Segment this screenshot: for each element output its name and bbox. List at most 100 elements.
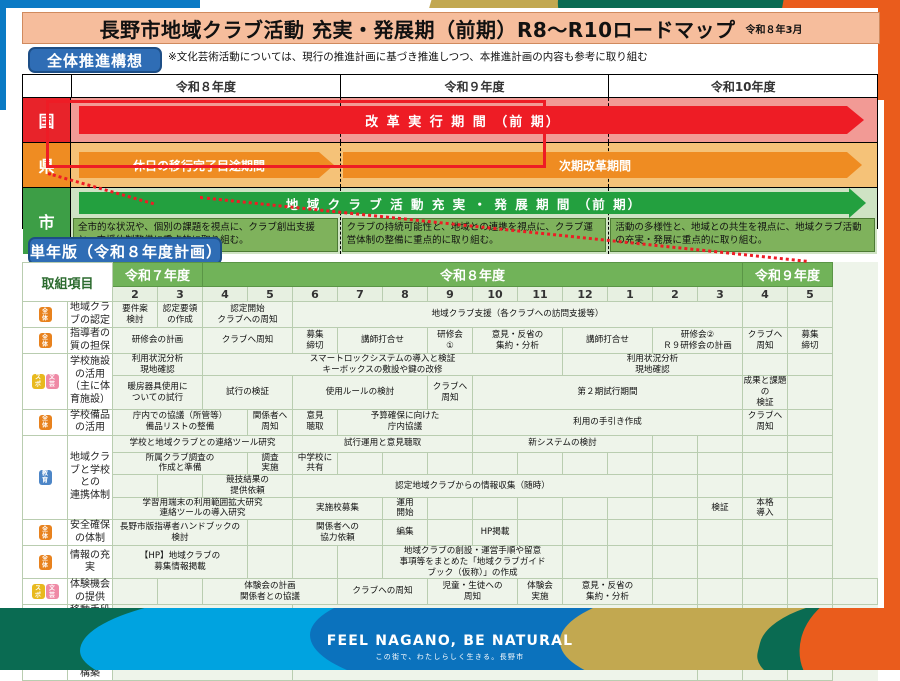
empty-cell <box>787 545 833 580</box>
task-cell: 競技結果の 提供依頼 <box>202 474 293 498</box>
task-cell: 地域クラブの創設・運営手順や留意 事項等をまとめた「地域クラブガイド ブック（仮称）… <box>382 545 563 580</box>
table-row: スポ文芸体験機会の提供 体験会の計画 関係者との協議 クラブへの周知 児童・生徒への 周知… <box>22 578 878 606</box>
empty-cell <box>427 451 473 476</box>
task-cell: 研修会 ① <box>427 327 473 354</box>
bg-shape-orange-right <box>884 0 900 640</box>
task-cell: 使用ルールの検討 <box>292 375 428 410</box>
category-badge-group: 全体 <box>23 333 67 348</box>
header-month-1-5: 9 <box>427 286 473 302</box>
footer-banner <box>0 608 900 670</box>
category-badge-全体: 全体 <box>38 333 52 348</box>
table-head: 取組項目 令和７年度 令和８年度 令和９年度 2 3 4 5 6 7 8 9 10 11 12 1 2 3… <box>22 262 878 302</box>
row-item-label: 学校備品の活用 <box>67 408 113 436</box>
empty-cell <box>652 451 698 476</box>
task-cell: 研修会② Ｒ９研修会の計画 <box>652 327 743 354</box>
table-row: 競技結果の 提供依頼 認定地域クラブからの情報収集（随時） <box>23 474 878 498</box>
timeline-year-r10: 令和10年度 <box>710 79 776 94</box>
empty-cell <box>652 434 698 453</box>
page-title-text: 長野市地域クラブ活動 充実・発展期（前期）R8～R10ロードマップ <box>99 17 736 42</box>
empty-cell <box>742 519 788 547</box>
task-cell: 意見・反省の 集約・分析 <box>562 578 653 606</box>
empty-cell <box>472 451 518 476</box>
empty-cell <box>742 451 788 476</box>
task-cell: 関係者への 協力依頼 <box>292 519 383 547</box>
task-cell: 利用状況分析 現地確認 <box>112 352 203 377</box>
timeline-badge-prefecture: 県 <box>23 143 71 187</box>
empty-cell <box>517 519 563 547</box>
timeline-arrow-national: 改 革 実 行 期 間 （前 期） <box>79 106 847 134</box>
footer-subline: この街で、わたしらしく生きる。長野市 <box>375 653 525 661</box>
empty-cell <box>787 519 833 547</box>
row-item-label: 地域クラブの認定 <box>67 301 113 328</box>
header-month-1-7: 11 <box>517 286 563 302</box>
footer-tagline: FEEL NAGANO, BE NATURAL <box>326 633 574 649</box>
task-cell: 長野市版指導者ハンドブックの 検討 <box>112 519 248 547</box>
task-cell: 成果と課題の 検証 <box>742 375 788 410</box>
category-badge-全体: 全体 <box>38 525 52 541</box>
task-cell: HP掲載 <box>472 519 518 547</box>
empty-cell <box>607 519 653 547</box>
empty-cell <box>562 519 608 547</box>
header-month-1-3: 7 <box>337 286 383 302</box>
timeline-band-national: 改 革 実 行 期 間 （前 期） <box>71 98 877 142</box>
header-month-1-11: 3 <box>697 286 743 302</box>
task-cell: クラブへ周知 <box>742 408 788 436</box>
empty-cell <box>607 545 653 580</box>
footer-branding: FEEL NAGANO, BE NATURAL この街で、わたしらしく生きる。長… <box>0 633 900 662</box>
category-badge-group: 全体 <box>23 554 67 570</box>
category-badge-文芸: 文芸 <box>45 373 59 389</box>
timeline-note-phase2: クラブの持続可能性と、地域との連携を視点に、クラブ運営体制の整備に重点的に取り組… <box>341 218 607 252</box>
row-category-cell: 教育 <box>22 434 68 521</box>
table-header-years: 取組項目 令和７年度 令和８年度 令和９年度 <box>22 262 878 302</box>
task-cell: クラブへの周知 <box>337 578 428 606</box>
category-badge-group: 全体 <box>23 307 67 322</box>
empty-cell <box>607 496 653 521</box>
row-item-label: 指導者の質の担保 <box>67 327 113 354</box>
category-badge-group: スポ文芸 <box>23 584 67 600</box>
task-cell: 認定開始 クラブへの周知 <box>202 301 293 328</box>
empty-cell <box>562 545 608 580</box>
empty-cell <box>517 496 563 521</box>
empty-cell <box>652 578 698 606</box>
empty-cell <box>157 578 203 606</box>
task-cell: 認定地域クラブからの情報収集（随時） <box>292 474 653 498</box>
row-item-label: 安全確保の体制 <box>67 519 113 547</box>
empty-cell <box>427 519 473 547</box>
header-month-1-9: 1 <box>607 286 653 302</box>
empty-cell <box>292 545 338 580</box>
empty-cell <box>787 408 833 436</box>
header-month-1-1: 5 <box>247 286 293 302</box>
empty-cell <box>652 474 698 498</box>
empty-cell <box>787 301 833 328</box>
empty-cell <box>337 451 383 476</box>
task-cell: 編集 <box>382 519 428 547</box>
empty-cell <box>832 578 878 606</box>
header-month-2-1: 5 <box>787 286 833 302</box>
table-row: 所属クラブ調査の 作成と準備 調査 実施 中学校に 共有 <box>23 451 878 476</box>
empty-cell <box>697 434 743 453</box>
empty-cell <box>112 578 158 606</box>
task-cell: 調査 実施 <box>247 451 293 476</box>
task-cell: 募集 締切 <box>787 327 833 354</box>
empty-cell <box>157 474 203 498</box>
timeline-arrow-next-reform: 次期改革期間 <box>343 152 847 178</box>
task-cell: 利用状況分析 現地確認 <box>562 352 743 377</box>
task-cell: 意見・反省の 集約・分析 <box>472 327 563 354</box>
task-cell: 【HP】地域クラブの 募集情報掲載 <box>112 545 248 580</box>
empty-cell <box>742 578 788 606</box>
task-cell: 利用の手引き作成 <box>472 408 743 436</box>
timeline-arrow-holiday-transition: 休日の移行完了目途期間 <box>79 152 319 178</box>
category-badge-スポ: スポ <box>31 373 45 389</box>
task-cell: クラブへ周知 <box>742 327 788 354</box>
task-cell: 意見 聴取 <box>292 408 338 436</box>
timeline-row-prefecture: 県 休日の移行完了目途期間 次期改革期間 <box>23 143 877 188</box>
category-badge-全体: 全体 <box>38 307 52 322</box>
task-cell: クラブへ周知 <box>202 327 293 354</box>
category-badge-教育: 教育 <box>38 469 52 485</box>
task-cell: 講師打合せ <box>337 327 428 354</box>
header-month-1-0: 4 <box>202 286 248 302</box>
header-month-2-0: 4 <box>742 286 788 302</box>
empty-cell <box>742 301 788 328</box>
row-category-cell: 全体 <box>22 519 68 547</box>
task-cell: 児童・生徒への 周知 <box>427 578 518 606</box>
